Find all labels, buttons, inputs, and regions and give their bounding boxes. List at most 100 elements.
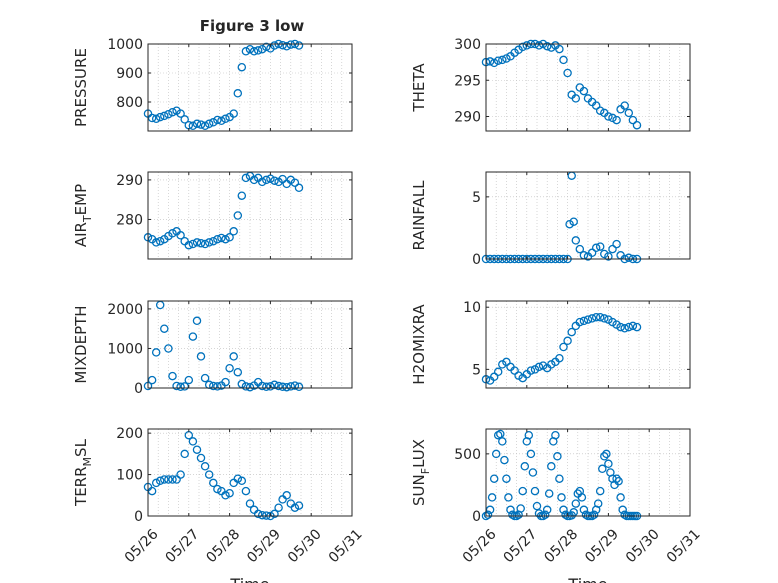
y-tick-label: 5: [472, 190, 481, 206]
data-point: [151, 348, 161, 357]
y-tick-label: 200: [116, 426, 143, 442]
y-axis-label: H2OMIXRA: [410, 304, 428, 385]
data-point: [168, 371, 177, 381]
data-point: [502, 54, 511, 63]
data-point: [192, 316, 202, 326]
data-point: [620, 101, 629, 110]
data-point: [180, 115, 189, 124]
axes-box: [485, 428, 691, 517]
data-point: [504, 493, 513, 502]
data-point: [612, 115, 621, 125]
data-point: [522, 41, 532, 50]
data-point: [196, 120, 206, 129]
y-tick-label: 295: [454, 73, 481, 89]
data-point: [204, 238, 214, 247]
data-point: [290, 178, 300, 187]
data-point: [493, 367, 503, 377]
y-axis-label: THETA: [410, 63, 428, 113]
data-point: [496, 429, 505, 439]
data-point: [213, 484, 222, 494]
data-point: [188, 332, 198, 341]
data-point: [192, 119, 202, 129]
data-point: [598, 464, 607, 474]
data-point: [600, 452, 609, 461]
data-point: [595, 106, 605, 115]
axes-box: [147, 300, 353, 389]
data-point: [160, 475, 169, 484]
data-point: [253, 509, 263, 519]
data-point: [172, 381, 181, 391]
data-point: [530, 486, 540, 496]
y-axis-label: TERRMSL: [72, 438, 94, 507]
data-point: [604, 459, 613, 469]
data-point: [274, 381, 283, 391]
data-point: [249, 47, 259, 56]
axes-box: [147, 171, 353, 260]
data-point: [557, 493, 566, 502]
data-point: [184, 240, 194, 250]
panel-pressure: 800 900 1000 PRESSURE: [72, 37, 353, 132]
axes-box: [147, 428, 353, 517]
data-point: [225, 233, 234, 242]
data-point: [221, 114, 230, 124]
data-point: [506, 505, 515, 515]
data-point: [290, 381, 300, 390]
data-point: [180, 449, 189, 459]
data-point: [602, 449, 611, 459]
series-air-temp: [143, 171, 304, 250]
data-point: [555, 474, 564, 483]
data-point: [559, 342, 568, 352]
data-point: [524, 430, 534, 440]
y-tick-label: 290: [116, 173, 143, 189]
data-point: [229, 227, 238, 236]
data-point: [209, 118, 218, 127]
data-point: [188, 437, 198, 446]
data-point: [526, 366, 536, 375]
data-point: [241, 173, 251, 183]
data-point: [493, 56, 503, 65]
data-point: [587, 248, 597, 258]
data-point: [544, 489, 554, 498]
data-point: [579, 86, 589, 96]
y-tick-label: 0: [134, 381, 143, 397]
data-point: [628, 115, 638, 125]
y-tick-label: 0: [134, 509, 143, 525]
data-point: [200, 239, 210, 249]
data-point: [526, 449, 536, 459]
data-point: [278, 382, 287, 392]
data-point: [257, 44, 267, 54]
data-point: [614, 476, 623, 486]
data-point: [628, 321, 638, 331]
y-tick-label: 2000: [107, 302, 143, 318]
data-point: [176, 109, 185, 118]
series-mixdepth: [143, 300, 304, 392]
data-point: [579, 316, 589, 326]
data-point: [270, 176, 279, 185]
axes-box: [485, 171, 691, 260]
data-point: [612, 474, 621, 483]
data-point: [237, 62, 247, 72]
data-point: [577, 493, 587, 502]
data-point: [217, 233, 226, 243]
data-point: [233, 211, 243, 220]
y-tick-label: 1000: [107, 341, 143, 357]
data-point: [595, 486, 605, 496]
x-axis-label: Time: [229, 575, 269, 583]
data-point: [632, 322, 642, 332]
data-point: [151, 114, 161, 124]
data-point: [559, 505, 568, 515]
plot-area: [486, 44, 690, 131]
y-tick-label: 0: [472, 252, 481, 268]
y-axis-label: SUNFLUX: [410, 439, 432, 506]
plot-area: [148, 301, 352, 388]
data-point: [257, 177, 267, 187]
data-point: [624, 322, 634, 332]
data-point: [294, 501, 304, 510]
data-point: [209, 478, 218, 488]
data-point: [196, 352, 206, 361]
x-tick-label: 05/29: [582, 526, 622, 566]
data-point: [294, 183, 304, 193]
data-point: [612, 239, 621, 249]
y-axis-label: RAINFALL: [410, 180, 428, 251]
